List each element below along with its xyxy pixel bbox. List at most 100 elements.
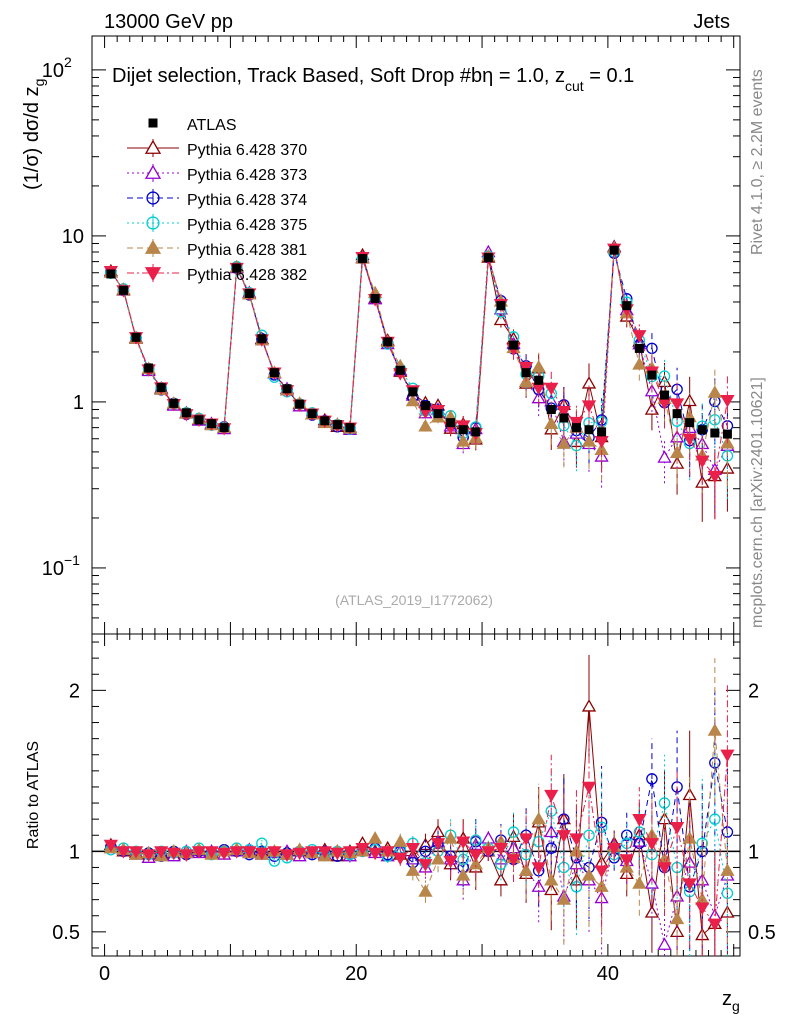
atlas-point xyxy=(295,399,305,409)
ratio-point xyxy=(305,846,320,859)
ratio-point xyxy=(669,911,685,925)
atlas-point xyxy=(483,253,493,263)
series-point xyxy=(418,419,433,432)
ratio-point xyxy=(581,781,597,795)
ratio-point xyxy=(518,833,534,846)
atlas-point xyxy=(722,429,732,439)
ratio-point xyxy=(317,846,332,859)
ratio-point xyxy=(607,842,622,856)
series-point xyxy=(657,450,672,463)
atlas-point xyxy=(106,269,116,279)
x-tick-label: 20 xyxy=(345,963,367,985)
ratio-series-line-0 xyxy=(110,706,728,937)
legend-label: ATLAS xyxy=(187,117,237,134)
legend-label: Pythia 6.428 375 xyxy=(187,217,307,234)
main-y-axis-label: (1/σ) dσ/d zg xyxy=(21,79,47,190)
atlas-point xyxy=(660,390,670,400)
ratio-point xyxy=(707,918,722,932)
series-point xyxy=(569,416,584,430)
atlas-point xyxy=(219,423,229,433)
atlas-point xyxy=(584,425,594,435)
ratio-point xyxy=(443,831,458,844)
y-tick-label-100-exp: 2 xyxy=(64,54,72,70)
series-point xyxy=(581,434,597,447)
series-point xyxy=(544,382,559,396)
ratio-point xyxy=(216,847,232,861)
atlas-point xyxy=(622,301,632,311)
ratio-point xyxy=(468,856,483,870)
ratio-point xyxy=(682,878,697,891)
ratio-point xyxy=(191,846,207,859)
atlas-point xyxy=(534,375,544,385)
atlas-point xyxy=(332,420,342,430)
legend-marker xyxy=(144,139,162,154)
ratio-point xyxy=(380,846,395,859)
main-data-layer xyxy=(103,239,735,522)
legend-label: Pythia 6.428 381 xyxy=(187,242,307,259)
ratio-point xyxy=(279,849,295,862)
ratio-panel-frame xyxy=(91,633,741,957)
ratio-y-tick-label: 2 xyxy=(69,680,80,702)
ratio-series-line-2 xyxy=(110,762,728,887)
series-point xyxy=(632,357,647,370)
atlas-point xyxy=(609,245,619,255)
xlabel-main: z xyxy=(722,988,732,1010)
ratio-point xyxy=(443,855,458,869)
ratio-point xyxy=(709,813,721,825)
side-rivet-label: Rivet 4.1.0, ≥ 2.2M events xyxy=(749,69,766,255)
atlas-point xyxy=(181,408,191,418)
ratio-point xyxy=(581,699,597,712)
ratio-point xyxy=(720,749,735,763)
main-title: Dijet selection, Track Based, Soft Drop … xyxy=(112,65,634,94)
ratio-point xyxy=(418,884,433,897)
ratio-point xyxy=(468,849,483,862)
atlas-point xyxy=(345,423,355,433)
legend: ATLAS Pythia 6.428 370 Pythia 6.428 373 Pyt… xyxy=(127,117,307,284)
ylabel-subscript: g xyxy=(31,79,47,87)
ratio-point xyxy=(695,902,710,916)
atlas-point xyxy=(634,343,644,353)
atlas-point xyxy=(232,263,242,273)
atlas-point xyxy=(685,418,695,428)
ratio-point xyxy=(242,846,257,859)
series-point xyxy=(556,405,571,419)
ratio-point xyxy=(141,849,156,862)
ratio-point xyxy=(393,852,408,866)
series-point xyxy=(695,455,710,469)
ratio-point xyxy=(154,846,169,859)
ratio-point xyxy=(720,863,735,876)
ratio-point xyxy=(544,873,559,886)
ratio-point xyxy=(545,842,558,854)
legend-label: Pythia 6.428 382 xyxy=(187,267,307,284)
atlas-point xyxy=(144,363,154,373)
ratio-point xyxy=(632,814,647,827)
ratio-point xyxy=(556,830,571,843)
ratio-y-tick-label: 0.5 xyxy=(52,922,80,944)
ratio-point xyxy=(418,859,433,872)
ratio-point xyxy=(518,863,534,876)
y-tick-label-1: 1 xyxy=(73,392,84,414)
title-tail: = 0.1 xyxy=(584,65,635,87)
atlas-point xyxy=(647,370,657,380)
ratio-y-tick-label: 1 xyxy=(69,841,80,863)
atlas-point xyxy=(320,416,330,426)
ratio-data-layer xyxy=(103,654,735,956)
ratio-point xyxy=(430,838,446,851)
series-point xyxy=(518,361,534,375)
series-point xyxy=(581,400,597,413)
atlas-point xyxy=(697,425,707,435)
ratio-point xyxy=(594,865,609,878)
ratio-point xyxy=(355,842,370,856)
atlas-point xyxy=(131,332,141,342)
ratio-y-tick-label-right: 1 xyxy=(748,841,759,863)
atlas-point xyxy=(446,418,456,428)
series-point xyxy=(682,433,697,447)
ratio-point xyxy=(633,826,646,838)
ratio-point xyxy=(506,854,521,867)
ratio-point xyxy=(166,847,181,861)
ratio-point xyxy=(619,854,634,867)
atlas-point xyxy=(207,419,217,429)
ratio-point xyxy=(342,846,358,859)
series-point xyxy=(707,470,722,484)
series-point xyxy=(531,359,546,373)
